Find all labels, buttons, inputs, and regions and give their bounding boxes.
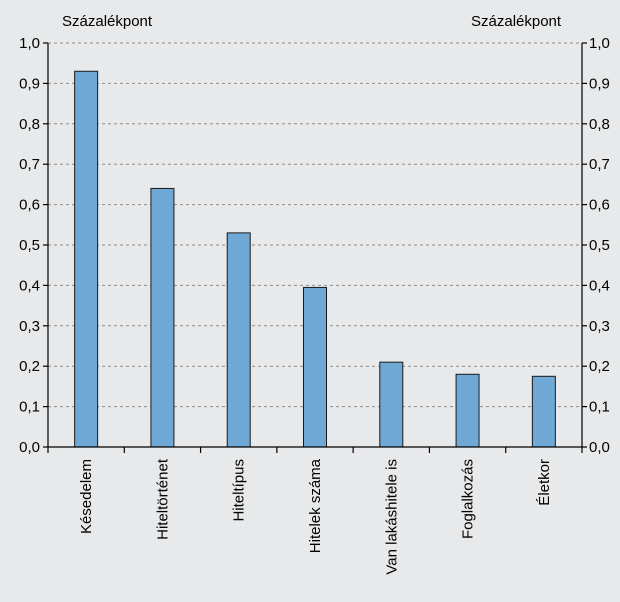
category-label: Foglalkozás xyxy=(460,459,477,539)
bar xyxy=(226,232,251,448)
labels: 0,0 0,0 0,1 0,1 0,2 0,2 0,3 0,3 0,4 0,4 0,5 0,5 0,6 0… xyxy=(19,35,610,575)
right-tick-label: 0,2 xyxy=(589,358,610,375)
category-label: Hiteltörténet xyxy=(154,458,171,540)
right-tick-label: 1,0 xyxy=(589,35,610,52)
left-tick-label: 0,1 xyxy=(19,399,40,416)
right-tick-label: 0,5 xyxy=(589,237,610,254)
left-tick-label: 0,6 xyxy=(19,197,40,214)
bar xyxy=(150,187,175,448)
bar xyxy=(531,375,556,448)
left-tick-label: 0,5 xyxy=(19,237,40,254)
left-tick-label: 0,7 xyxy=(19,156,40,173)
left-tick-label: 0,4 xyxy=(19,277,40,294)
category-label: Hitelek száma xyxy=(307,458,324,553)
left-tick-label: 0,8 xyxy=(19,116,40,133)
category-label: Hiteltípus xyxy=(231,459,248,522)
left-unit-label: Százalékpont xyxy=(62,13,153,30)
left-tick-label: 0,2 xyxy=(19,358,40,375)
right-tick-label: 0,3 xyxy=(589,318,610,335)
right-tick-label: 0,7 xyxy=(589,156,610,173)
right-tick-label: 0,6 xyxy=(589,197,610,214)
right-tick-label: 0,9 xyxy=(589,75,610,92)
left-tick-label: 0,9 xyxy=(19,75,40,92)
category-label: Késedelem xyxy=(78,459,95,534)
left-tick-label: 0,0 xyxy=(19,439,40,456)
bar xyxy=(303,286,327,448)
right-tick-label: 0,1 xyxy=(589,399,610,416)
bar xyxy=(455,373,480,448)
bars xyxy=(74,70,556,448)
right-tick-label: 0,8 xyxy=(589,116,610,133)
right-unit-label: Százalékpont xyxy=(471,13,562,30)
bar xyxy=(74,70,99,448)
axes xyxy=(43,42,587,453)
category-label: Van lakáshitele is xyxy=(383,459,400,575)
bar xyxy=(379,361,404,448)
category-label: Életkor xyxy=(536,459,553,506)
right-tick-label: 0,4 xyxy=(589,277,610,294)
left-tick-label: 1,0 xyxy=(19,35,40,52)
left-tick-label: 0,3 xyxy=(19,318,40,335)
right-tick-label: 0,0 xyxy=(589,439,610,456)
gridlines xyxy=(48,42,582,408)
